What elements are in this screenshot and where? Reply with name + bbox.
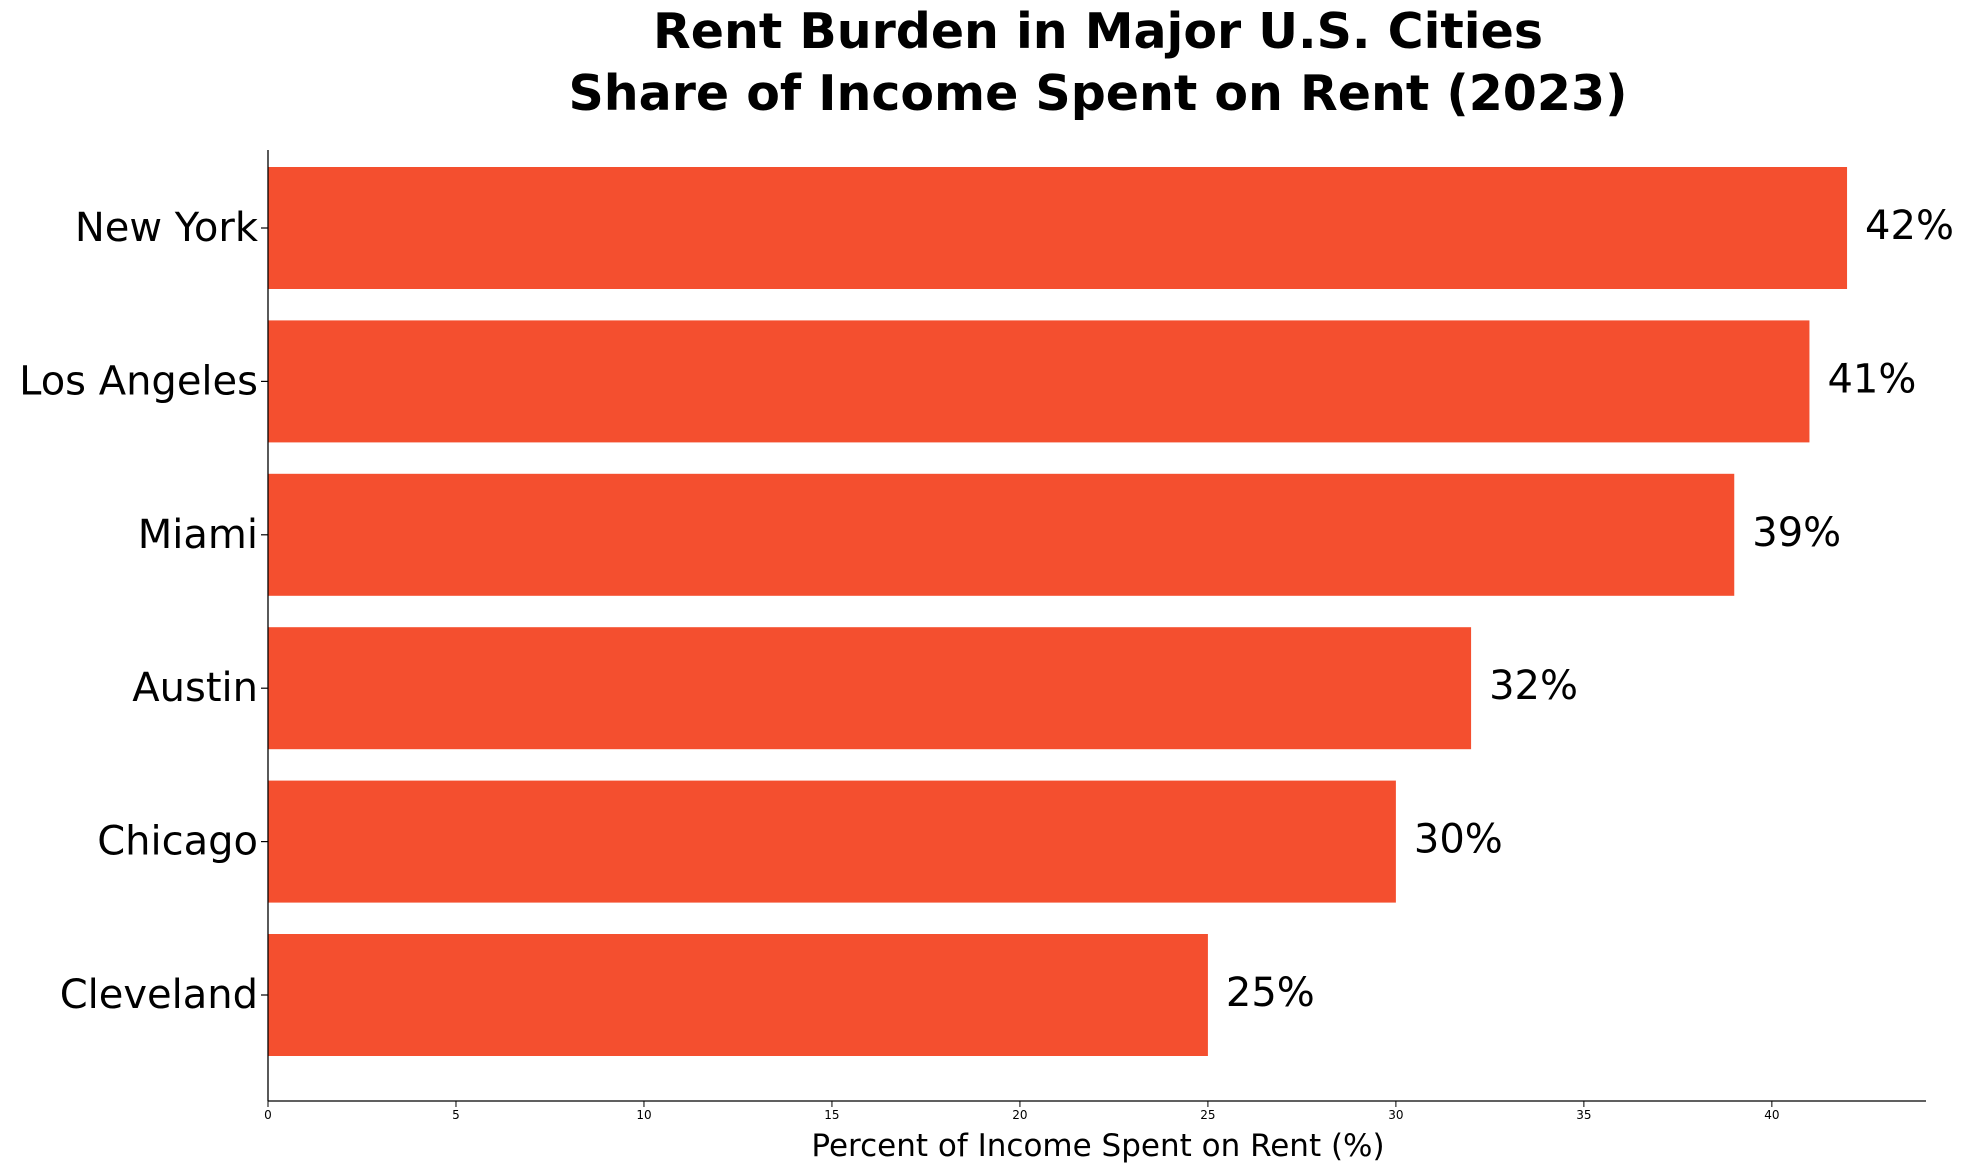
bar-miami: [268, 473, 1735, 596]
category-label: Austin: [132, 665, 258, 711]
x-tick-label: 40: [1764, 1108, 1779, 1122]
x-tick-label: 0: [264, 1108, 272, 1122]
x-tick-label: 35: [1576, 1108, 1591, 1122]
x-tick-label: 15: [824, 1108, 839, 1122]
bars-layer: [268, 167, 1848, 1056]
value-label: 41%: [1827, 356, 1916, 402]
bar-new-york: [268, 167, 1848, 289]
chart-title-line-2: Share of Income Spent on Rent (2023): [569, 65, 1628, 122]
value-label: 39%: [1752, 510, 1841, 556]
value-label: 30%: [1414, 817, 1503, 863]
x-tick-label: 20: [1012, 1108, 1027, 1122]
chart-title-line-1: Rent Burden in Major U.S. Cities: [653, 3, 1543, 60]
category-labels-layer: New York Los Angeles Miami Austin Chicago Cle…: [19, 205, 268, 1018]
bar-chicago: [268, 780, 1396, 903]
x-tick-label: 25: [1200, 1108, 1215, 1122]
value-label: 32%: [1489, 663, 1578, 709]
x-tick-label: 10: [636, 1108, 651, 1122]
x-axis-title: Percent of Income Spent on Rent (%): [811, 1128, 1384, 1164]
bar-austin: [268, 627, 1472, 750]
value-labels-layer: 42% 41% 39% 32% 30% 25%: [1226, 203, 1954, 1016]
category-label: Chicago: [97, 819, 258, 865]
x-axis-ticks-layer: 0 5 10 15 20 25 30 35 40: [264, 1101, 1779, 1122]
value-label: 42%: [1865, 203, 1954, 249]
x-tick-label: 30: [1388, 1108, 1403, 1122]
bar-cleveland: [268, 934, 1208, 1056]
category-label: Cleveland: [60, 972, 258, 1018]
x-tick-label: 5: [452, 1108, 460, 1122]
category-label: Los Angeles: [19, 358, 258, 404]
value-label: 25%: [1226, 970, 1315, 1016]
category-label: New York: [75, 205, 259, 251]
category-label: Miami: [138, 512, 258, 558]
bar-los-angeles: [268, 320, 1810, 443]
